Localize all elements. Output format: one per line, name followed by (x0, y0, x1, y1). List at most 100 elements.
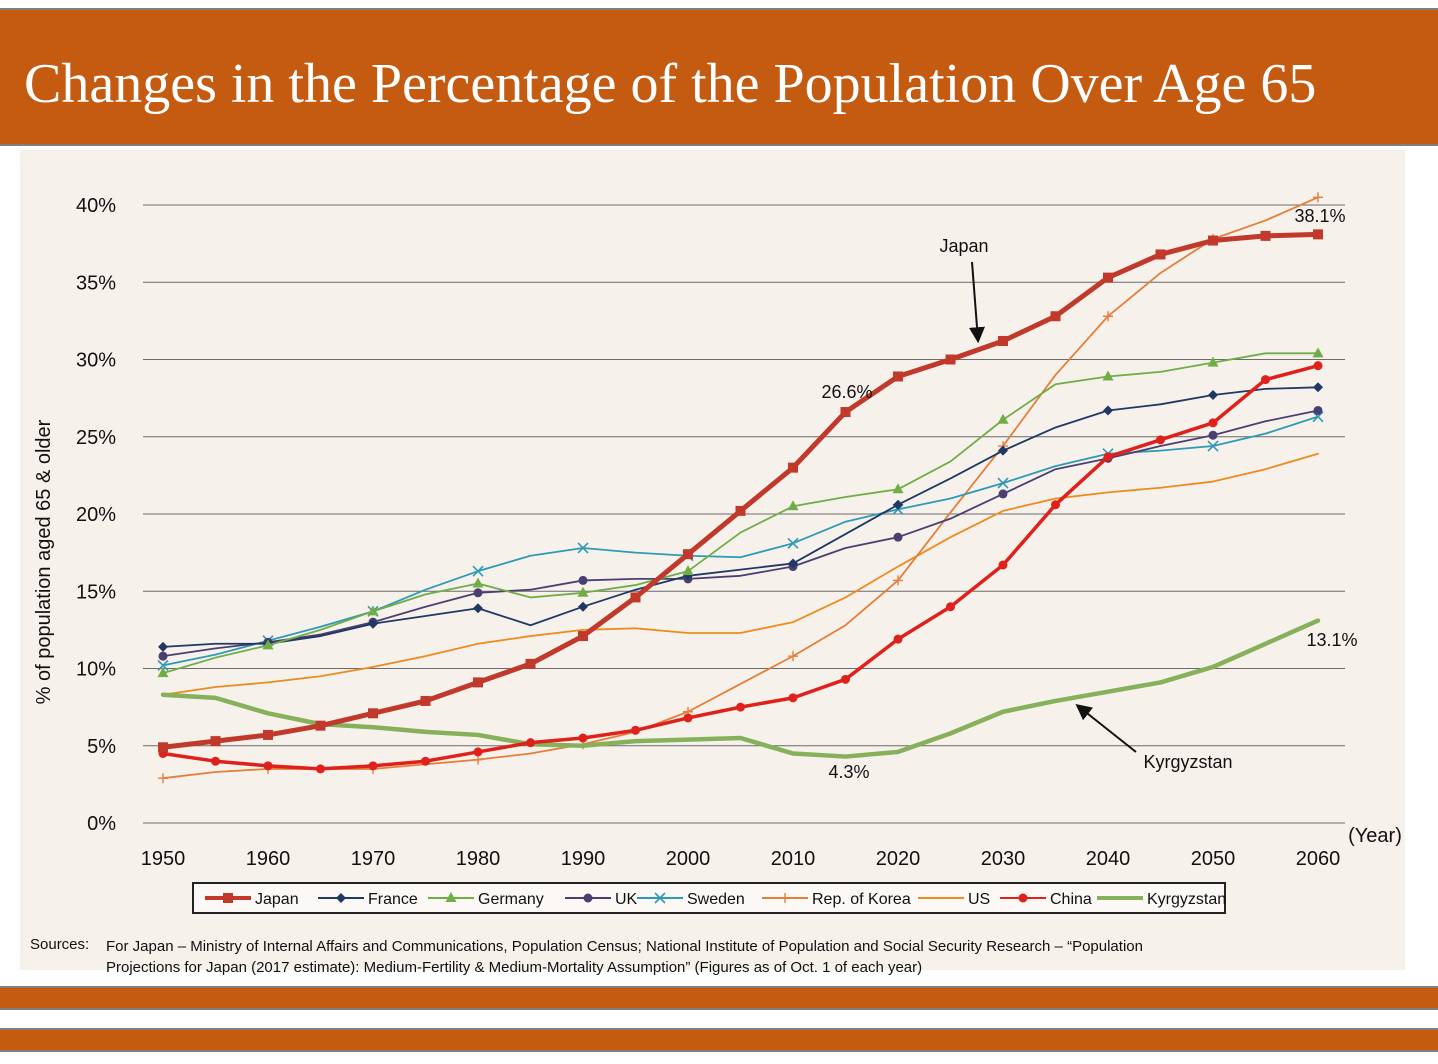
legend-item-uk: UK (565, 891, 638, 908)
japan-point (210, 736, 221, 747)
rep-of-korea-point (1313, 192, 1323, 203)
legend-china-point (1018, 893, 1028, 903)
germany-point (577, 586, 589, 597)
legend-label-rep-of-korea: Rep. of Korea (812, 891, 911, 908)
japan-point (683, 549, 693, 560)
legend-sweden-point (654, 892, 666, 904)
series-rep-of-korea (158, 192, 1323, 784)
legend-france-point (336, 893, 346, 903)
legend-label-kyrgyzstan: Kyrgyzstan (1147, 891, 1226, 908)
legend-box (192, 882, 1226, 914)
annotation-japan-2015: 26.6% (821, 382, 872, 402)
x-tick-label: 2030 (981, 848, 1026, 870)
japan-point (998, 335, 1008, 346)
uk-point (1208, 430, 1218, 440)
rep-of-korea-point (1103, 311, 1113, 322)
series-line-uk (162, 409, 1319, 658)
sweden-point (577, 542, 589, 554)
y-tick-label: 30% (76, 350, 116, 372)
x-tick-label: 2010 (771, 848, 816, 870)
germany-point (262, 639, 274, 650)
y-axis-label: % of population aged 65 & older (33, 419, 55, 704)
china-point (473, 747, 483, 757)
sources-line-2: Projections for Japan (2017 estimate): M… (106, 959, 922, 976)
japan-point (525, 658, 536, 669)
china-point (1313, 361, 1323, 371)
annotation-japan-label: Japan (939, 236, 988, 256)
uk-point (158, 651, 168, 661)
legend-item-kyrgyzstan: Kyrgyzstan (1097, 891, 1226, 908)
france-point (158, 641, 168, 652)
sources-line-1: For Japan – Ministry of Internal Affairs… (106, 938, 1143, 955)
y-tick-label: 10% (76, 659, 116, 681)
page-title: Changes in the Percentage of the Populat… (24, 53, 1317, 115)
annotation-japan-2060: 38.1% (1294, 206, 1345, 226)
series-line-japan (160, 231, 1321, 750)
legend-item-germany: Germany (428, 891, 544, 908)
x-tick-label: 1970 (351, 848, 396, 870)
china-point (788, 693, 798, 703)
japan-point (1208, 235, 1218, 246)
x-tick-label: 2040 (1086, 848, 1131, 870)
japan-point (1313, 229, 1323, 240)
japan-point (1260, 230, 1271, 241)
china-point (1103, 452, 1113, 462)
japan-point (420, 695, 431, 706)
china-point (1208, 418, 1218, 428)
japan-point (630, 592, 641, 603)
x-tick-label: 1960 (246, 848, 291, 870)
china-point (946, 602, 955, 612)
china-point (998, 560, 1008, 570)
france-point (1313, 382, 1323, 393)
japan-point (1050, 311, 1061, 322)
japan-point (735, 505, 746, 516)
japan-point (473, 677, 483, 688)
y-tick-label: 5% (87, 736, 116, 758)
uk-point (998, 489, 1008, 499)
y-tick-label: 35% (76, 272, 116, 294)
china-point (263, 761, 273, 771)
legend-label-sweden: Sweden (687, 891, 745, 908)
x-axis-label: (Year) (1348, 825, 1402, 847)
china-point (368, 761, 378, 771)
x-tick-label: 1950 (141, 848, 186, 870)
series-china (158, 361, 1323, 774)
legend-japan-point (223, 893, 233, 903)
y-tick-label: 20% (76, 504, 116, 526)
france-point (368, 618, 378, 629)
legend: Japan France Germany UK Sweden Rep. of Korea U… (192, 882, 1226, 914)
germany-point (997, 413, 1009, 424)
y-tick-label: 40% (76, 195, 116, 217)
legend-rep-of-korea-point (780, 893, 790, 903)
annotation-kyrgyzstan-label: Kyrgyzstan (1143, 752, 1232, 772)
china-point (1051, 500, 1060, 510)
japan-point (315, 720, 326, 731)
sweden-point (472, 565, 484, 577)
series-line-us (162, 452, 1319, 696)
legend-item-rep-of-korea: Rep. of Korea (762, 891, 911, 908)
sources-prefix: Sources: (30, 936, 89, 953)
series-line-rep-of-korea (162, 196, 1319, 780)
chart-background (20, 150, 1405, 970)
sweden-point (1207, 440, 1219, 452)
series-line-kyrgyzstan (160, 618, 1321, 759)
legend-item-france: France (318, 891, 418, 908)
china-point (421, 756, 430, 766)
france-point (788, 558, 798, 569)
x-tick-label: 2050 (1191, 848, 1236, 870)
legend-item-japan: Japan (205, 891, 299, 908)
legend-item-us: US (918, 891, 990, 908)
china-point (683, 713, 693, 723)
legend-label-japan: Japan (255, 891, 299, 908)
sweden-point (787, 537, 799, 549)
germany-point (787, 500, 799, 511)
germany-point (1102, 370, 1114, 381)
sweden-point (997, 477, 1009, 489)
uk-point (1313, 405, 1323, 415)
series-kyrgyzstan (160, 618, 1321, 759)
series-japan (158, 229, 1323, 753)
series-france (158, 382, 1323, 652)
y-tick-label: 0% (87, 813, 116, 835)
title-bar: Changes in the Percentage of the Populat… (0, 8, 1438, 146)
uk-point (893, 532, 903, 542)
